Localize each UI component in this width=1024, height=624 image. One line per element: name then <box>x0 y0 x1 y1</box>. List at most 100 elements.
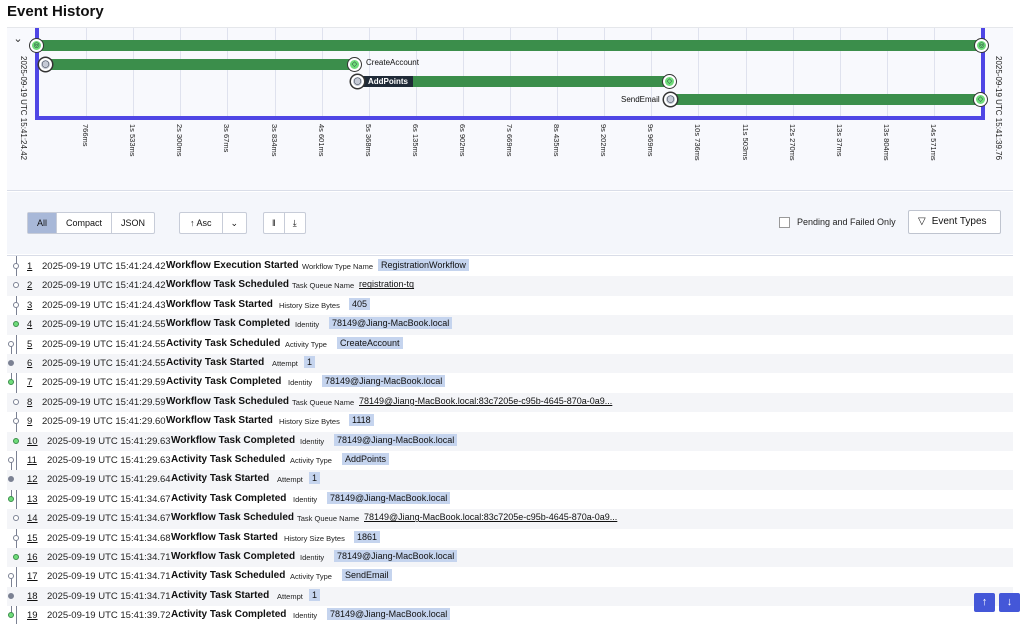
timeline-gridline <box>886 28 888 118</box>
event-timestamp: 2025-09-19 UTC 15:41:29.60 <box>42 416 166 428</box>
workflow-end-node[interactable]: ◎ <box>975 39 988 52</box>
timeline-end-label: 2025-09-19 UTC 15:41:39.76 <box>994 56 1003 161</box>
timeline-gridline <box>321 28 323 118</box>
timeline-gridline <box>368 28 370 118</box>
event-type: Activity Task Completed <box>171 609 287 621</box>
activity-end-node-sendemail[interactable]: ◇ <box>974 93 987 106</box>
event-id-link[interactable]: 11 <box>27 455 37 466</box>
activity-bar-sendemail[interactable] <box>670 94 980 105</box>
chevron-down-icon: ⌄ <box>230 218 239 228</box>
event-id-link[interactable]: 18 <box>27 590 38 602</box>
event-attr-badge: SendEmail <box>342 569 392 582</box>
activity-bar-createaccount[interactable] <box>47 59 352 70</box>
sort-dropdown-button[interactable]: ⌄ <box>223 213 247 233</box>
pause-button[interactable]: ‖ <box>264 213 285 233</box>
collapse-chevron-icon[interactable]: ⌄ <box>13 33 23 45</box>
event-attr-key: Activity Type <box>290 456 332 465</box>
event-dot-icon <box>8 340 14 347</box>
event-row[interactable]: 10 2025-09-19 UTC 15:41:29.63 Workflow Tas… <box>7 431 1013 451</box>
event-id-link[interactable]: 12 <box>27 474 38 486</box>
event-attr-badge: 78149@Jiang-MacBook.local <box>327 491 451 504</box>
event-row[interactable]: 17 2025-09-19 UTC 15:41:34.71 Activity Tas… <box>7 567 1013 586</box>
event-row[interactable]: 2 2025-09-19 UTC 15:41:24.42 Workflow Task… <box>7 276 1013 296</box>
workflow-start-node[interactable]: ◎ <box>30 39 43 52</box>
scroll-bottom-button[interactable]: ↓ <box>999 593 1020 612</box>
event-type: Activity Task Started <box>171 589 270 601</box>
activity-start-node-createaccount[interactable]: ◯ <box>39 58 52 71</box>
download-button[interactable]: ⤓ <box>285 213 305 233</box>
event-type: Workflow Task Scheduled <box>166 395 289 407</box>
event-id-link[interactable]: 8 <box>27 396 33 408</box>
event-id-link[interactable]: 10 <box>27 435 38 447</box>
event-id-link[interactable]: 6 <box>27 358 33 369</box>
event-row[interactable]: 16 2025-09-19 UTC 15:41:34.71 Workflow Tas… <box>7 548 1013 568</box>
event-attr-key: Identity <box>293 611 318 621</box>
event-id-link[interactable]: 19 <box>27 610 38 622</box>
event-row[interactable]: 15 2025-09-19 UTC 15:41:34.68 Workflow Tas… <box>7 529 1013 548</box>
event-timestamp: 2025-09-19 UTC 15:41:29.64 <box>47 474 171 486</box>
event-attr-link[interactable]: 78149@Jiang-MacBook.local:83c7205e-c95b-… <box>359 395 613 406</box>
page-title: Event History <box>7 3 104 20</box>
event-row[interactable]: 7 2025-09-19 UTC 15:41:29.59 Activity Task… <box>7 373 1013 392</box>
event-id-link[interactable]: 1 <box>27 261 33 272</box>
event-type: Activity Task Completed <box>166 376 282 388</box>
scroll-top-button[interactable]: ↑ <box>974 593 995 612</box>
activity-start-node-sendemail[interactable]: ◯ <box>664 93 677 106</box>
event-dot-icon <box>8 573 14 580</box>
event-id-link[interactable]: 14 <box>27 513 38 525</box>
activity-end-node-createaccount[interactable]: ◇ <box>348 58 361 71</box>
event-row[interactable]: 4 2025-09-19 UTC 15:41:24.55 Workflow Task… <box>7 315 1013 335</box>
view-compact-button[interactable]: Compact <box>57 213 113 233</box>
event-row[interactable]: 19 2025-09-19 UTC 15:41:39.72 Activity Tas… <box>7 606 1013 624</box>
sort-asc-button[interactable]: ↑ Asc <box>180 213 223 233</box>
event-type: Workflow Execution Started <box>166 260 299 271</box>
event-timestamp: 2025-09-19 UTC 15:41:29.63 <box>47 455 171 466</box>
event-row[interactable]: 8 2025-09-19 UTC 15:41:29.59 Workflow Task… <box>7 392 1013 413</box>
activity-end-node-addpoints[interactable]: ◇ <box>663 75 676 88</box>
event-row[interactable]: 14 2025-09-19 UTC 15:41:34.67 Workflow Tas… <box>7 509 1013 529</box>
timeline-tick-label: 10s 736ms <box>693 124 703 161</box>
timeline-tick-label: 6s 135ms <box>410 124 420 157</box>
activity-bar-addpoints[interactable] <box>357 76 667 87</box>
event-attr-link[interactable]: 78149@Jiang-MacBook.local:83c7205e-c95b-… <box>364 512 618 523</box>
event-id-link[interactable]: 17 <box>27 571 38 583</box>
event-row[interactable]: 5 2025-09-19 UTC 15:41:24.55 Activity Task… <box>7 335 1013 354</box>
event-row[interactable]: 6 2025-09-19 UTC 15:41:24.55 Activity Task… <box>7 354 1013 374</box>
event-dot-icon <box>13 282 19 289</box>
event-attr-badge: 78149@Jiang-MacBook.local <box>329 317 453 330</box>
event-type: Workflow Task Started <box>166 415 273 427</box>
pending-failed-checkbox[interactable] <box>779 217 790 228</box>
timeline-gridline <box>557 28 559 118</box>
event-id-link[interactable]: 13 <box>27 493 38 505</box>
event-id-link[interactable]: 4 <box>27 319 33 331</box>
timeline-gridline <box>745 28 747 118</box>
workflow-bar[interactable] <box>38 40 982 51</box>
timeline-gridline <box>933 28 935 118</box>
event-id-link[interactable]: 2 <box>27 280 33 292</box>
view-json-button[interactable]: JSON <box>121 218 146 228</box>
event-id-link[interactable]: 15 <box>27 532 38 544</box>
event-id-link[interactable]: 16 <box>27 552 38 563</box>
event-dot-icon <box>8 379 14 386</box>
event-id-link[interactable]: 9 <box>27 416 33 428</box>
event-id-link[interactable]: 3 <box>27 299 33 311</box>
event-attr-link[interactable]: registration-tq <box>359 279 415 290</box>
event-types-button[interactable]: ▽ Event Types <box>908 210 1001 234</box>
event-attr-badge: 1 <box>304 356 316 368</box>
event-row[interactable]: 13 2025-09-19 UTC 15:41:34.67 Activity Tas… <box>7 490 1013 509</box>
event-row[interactable]: 3 2025-09-19 UTC 15:41:24.43 Workflow Task… <box>7 296 1013 315</box>
view-all-button[interactable]: All <box>28 213 58 233</box>
event-id-link[interactable]: 7 <box>27 377 33 389</box>
event-type: Workflow Task Started <box>166 298 273 310</box>
event-row[interactable]: 12 2025-09-19 UTC 15:41:29.64 Activity Tas… <box>7 470 1013 490</box>
event-id-link[interactable]: 5 <box>27 338 33 350</box>
activity-start-node-addpoints[interactable]: ◯ <box>351 75 364 88</box>
timeline-axis-bottom <box>35 116 985 120</box>
event-row[interactable]: 11 2025-09-19 UTC 15:41:29.63 Activity Tas… <box>7 451 1013 470</box>
arrow-up-icon: ↑ <box>190 218 195 228</box>
event-row[interactable]: 18 2025-09-19 UTC 15:41:34.71 Activity Tas… <box>7 586 1013 607</box>
filter-icon: ▽ <box>918 216 926 227</box>
event-attr-key: History Size Bytes <box>279 300 340 310</box>
event-row[interactable]: 1 2025-09-19 UTC 15:41:24.42 Workflow Exec… <box>7 257 1013 276</box>
event-row[interactable]: 9 2025-09-19 UTC 15:41:29.60 Workflow Task… <box>7 412 1013 431</box>
